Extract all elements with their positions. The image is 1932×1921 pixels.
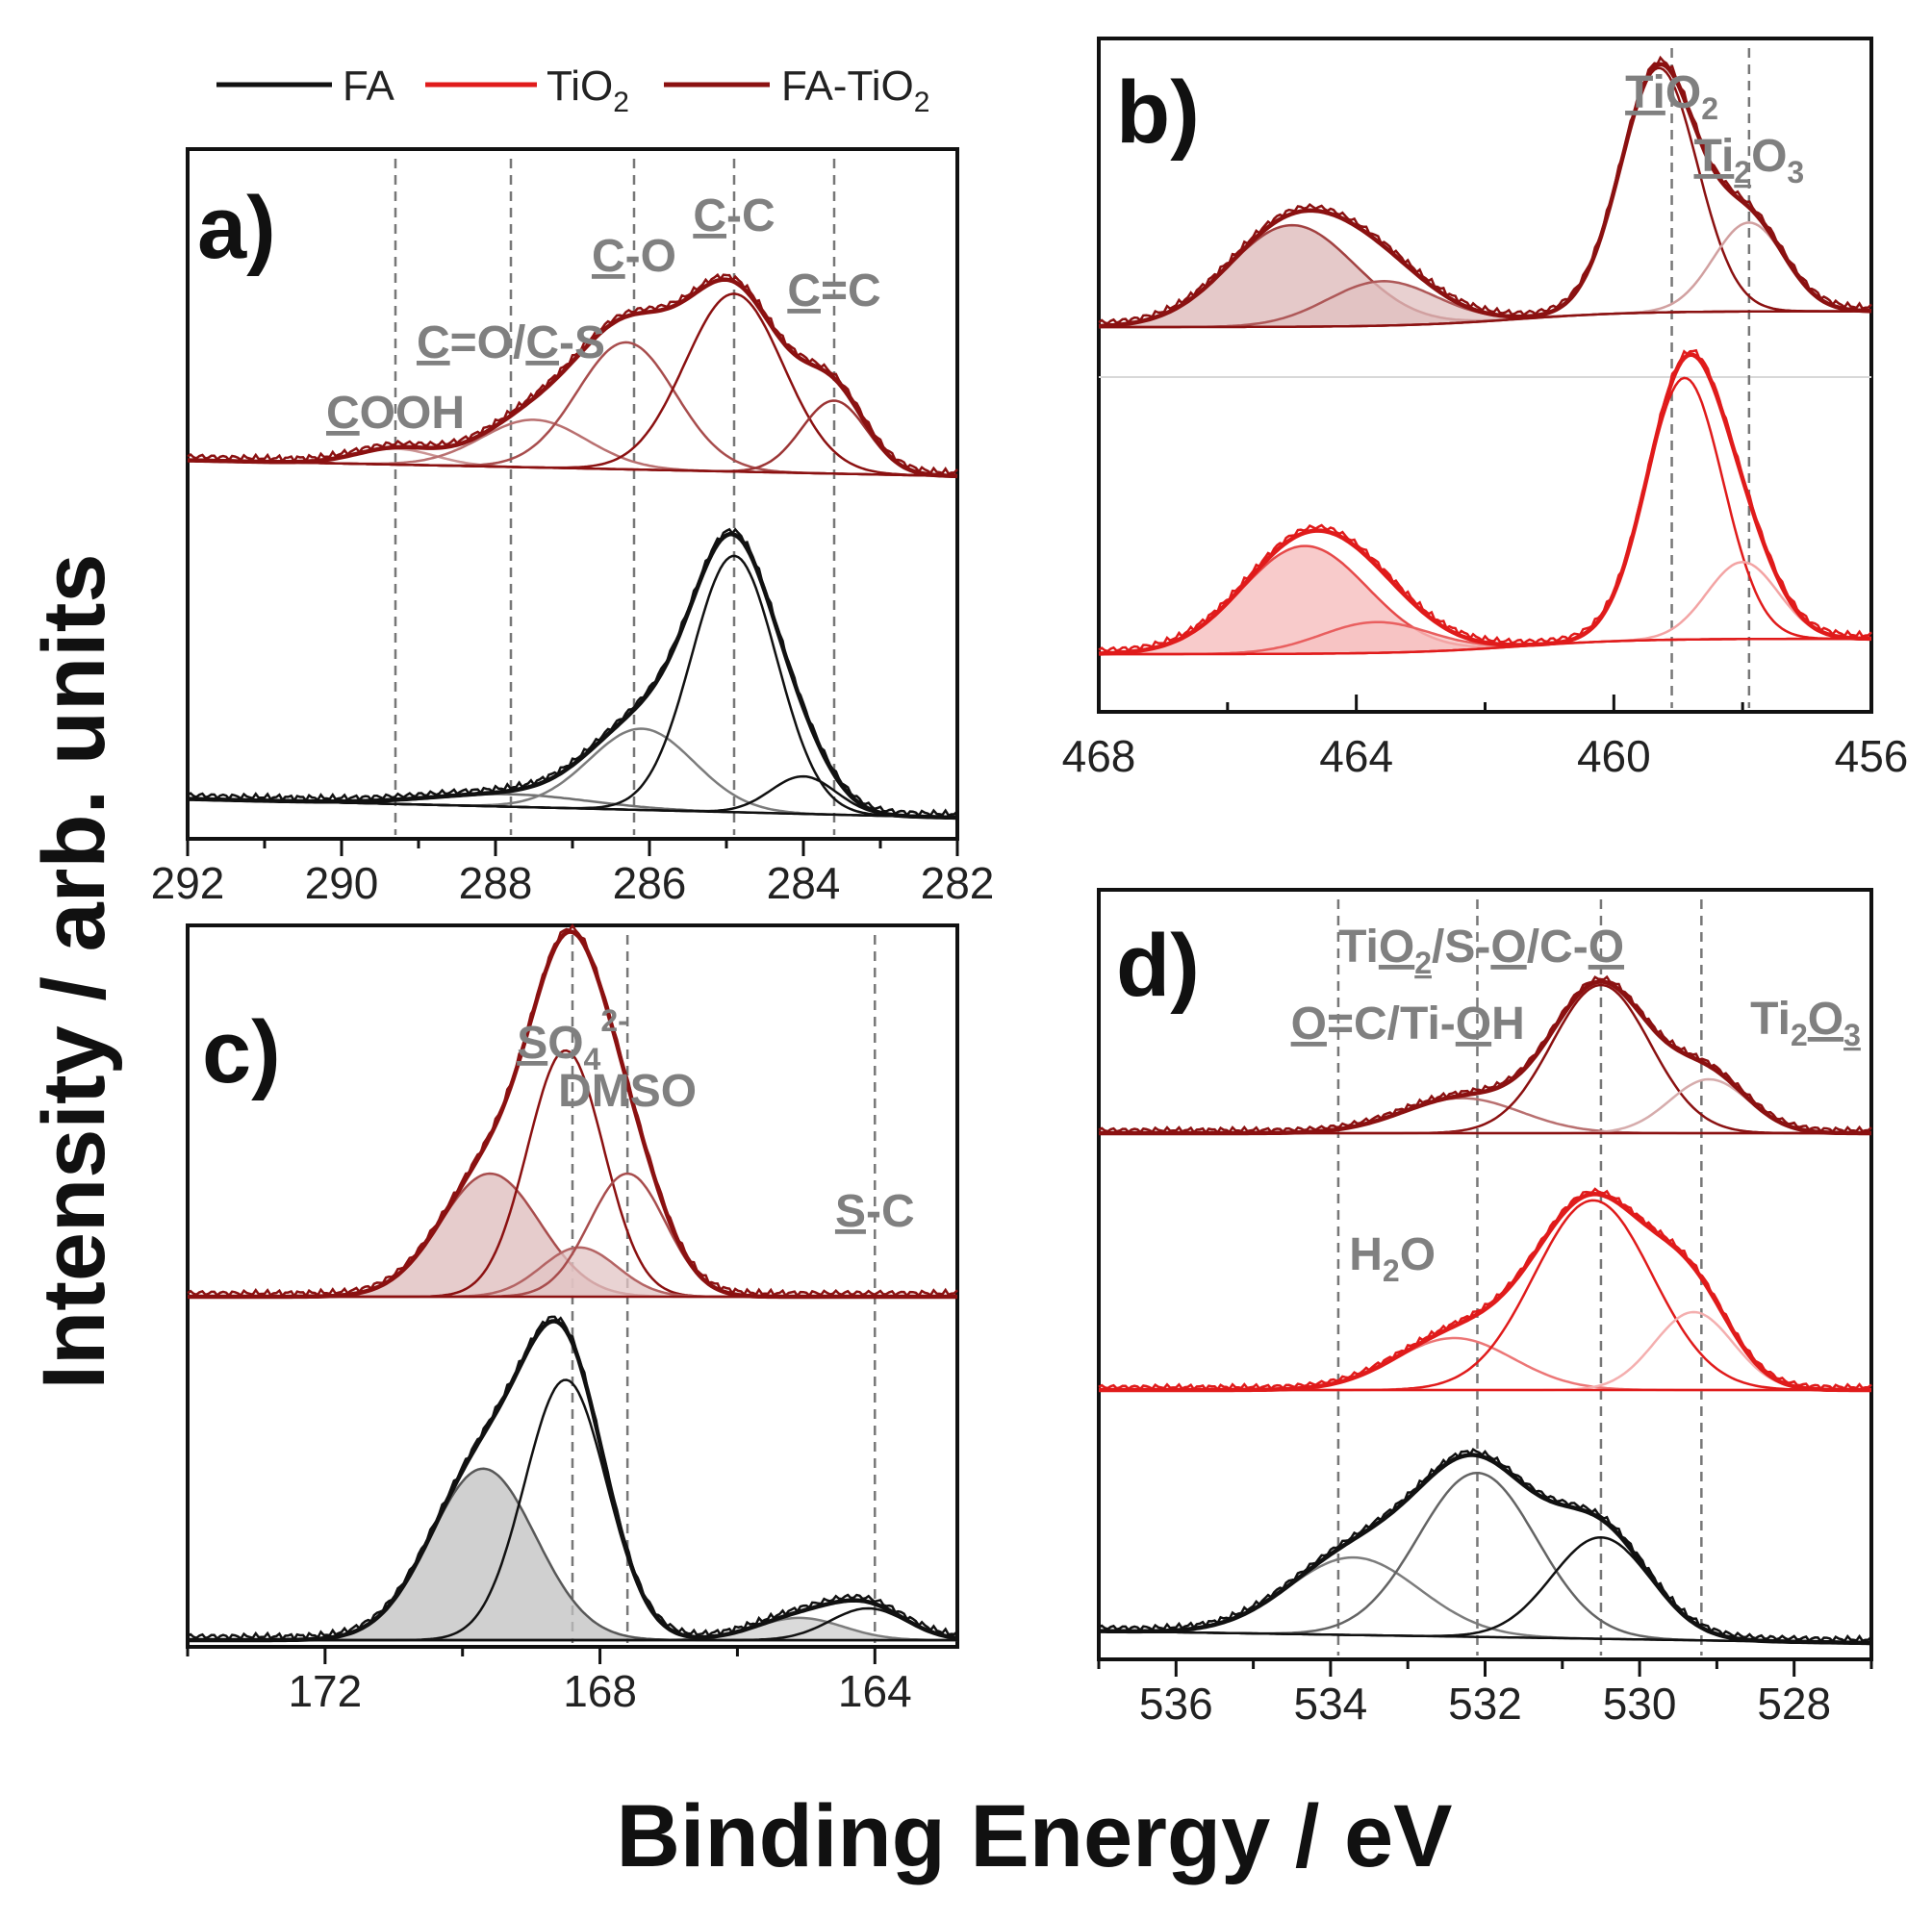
x-tick-label: 286 [613,858,687,908]
measured-spectrum [1098,974,1872,1135]
measured-spectrum [1098,55,1872,325]
background-line [1099,637,1871,656]
component-fill [1099,545,1871,654]
x-tick-label: 292 [151,858,225,908]
component-fill [1099,621,1871,654]
component-peak [187,554,958,820]
x-tick-label: 288 [459,858,533,908]
background-line [1099,310,1871,329]
envelope-fit [188,929,957,1300]
component-peak [1099,1310,1871,1392]
component-fill [188,1468,957,1640]
envelope-fit [1098,352,1871,656]
panel-letter: b) [1116,63,1200,162]
envelope-fit [188,1319,958,1643]
measured-spectrum [1098,348,1872,653]
series-fa-tio2 [1098,974,1872,1136]
panel-letter: d) [1116,917,1200,1015]
panel-letter: a) [197,179,276,277]
peak-label: C-C [693,190,775,241]
envelope-fit [1098,62,1872,329]
series-fa [1098,1447,1872,1646]
measured-spectrum [187,527,958,818]
x-tick-label: 282 [921,858,995,908]
x-tick-label: 456 [1835,731,1909,781]
panel-d: 536 534 532 530 528 TiO2​/S-O/C-O O=C/Ti-OH Ti2… [1097,888,1873,1729]
panel-letter: c) [202,1003,281,1101]
peak-label: C-O [592,231,676,282]
measured-spectrum [187,923,958,1299]
plot-frame [186,147,959,841]
series-fa [187,1315,958,1643]
component-peak [1099,1471,1871,1645]
x-tick-label: 172 [288,1666,362,1716]
series-fa-tio2 [1098,55,1872,329]
y-axis-title: Intensity / arb. units [25,553,123,1389]
x-tick-label: 536 [1139,1679,1213,1729]
x-tick-label: 528 [1757,1679,1831,1729]
peak-label: O=C/Ti-OH [1291,998,1525,1049]
measured-spectrum [187,272,958,475]
peak-label: TiO2​ [1625,67,1718,126]
component-fill [188,1247,957,1297]
peak-label: Ti2​O3​ [1750,994,1861,1052]
peak-label: H2​O [1349,1229,1436,1288]
legend-label-fa: FA [343,63,394,110]
x-tick-label: 532 [1448,1679,1522,1729]
series-tio2 [1098,1187,1872,1393]
series-fa [187,527,958,821]
peak-label: S-C [835,1186,915,1237]
panel-c: 172 168 164 SO4​2-​DMSO S-C c) [186,923,959,1716]
x-tick-label: 460 [1577,731,1651,781]
series-fa-tio2 [187,923,958,1300]
panel-a: 292 290 288 286 284 282 COOH C=O/C-S C-O C-CC=C a) [151,147,995,908]
panel-b: 468 464 460 456 TiO2​Ti2​O3​ b) [1062,37,1909,781]
peak-label: TiO2​/S-O/C-O [1338,922,1624,980]
x-axis-title: Binding Energy / eV [616,1787,1452,1885]
x-tick-label: 164 [838,1666,912,1716]
peak-label: C=C [787,265,880,316]
peak-label: DMSO [558,1066,697,1117]
series-fa-tio2 [187,272,958,479]
x-tick-label: 284 [767,858,841,908]
legend: FA TiO2 FA-TiO2 [216,63,929,118]
measured-spectrum [187,1315,958,1642]
x-tick-label: 290 [305,858,379,908]
x-tick-label: 530 [1603,1679,1677,1729]
measured-spectrum [1098,1187,1872,1392]
legend-label-fa-tio2: FA-TiO2 [781,63,929,118]
peak-label: Ti2​O3​ [1693,131,1804,190]
x-tick-label: 468 [1062,731,1136,781]
x-tick-label: 168 [563,1666,637,1716]
peak-label: SO4​2-​ [517,1003,628,1076]
peak-label: COOH [326,388,465,439]
component-fill [1099,225,1871,327]
component-peak [187,399,958,478]
component-fill [188,1617,957,1640]
x-tick-label: 534 [1294,1679,1368,1729]
envelope-fit [1099,1453,1871,1646]
envelope-fit [1099,979,1871,1136]
series-tio2 [1098,348,1872,656]
x-tick-label: 464 [1319,731,1393,781]
measured-spectrum [1098,1447,1872,1644]
legend-label-tio2: TiO2 [547,63,629,118]
envelope-fit [187,277,958,479]
peak-label: C=O/C-S [417,317,605,368]
